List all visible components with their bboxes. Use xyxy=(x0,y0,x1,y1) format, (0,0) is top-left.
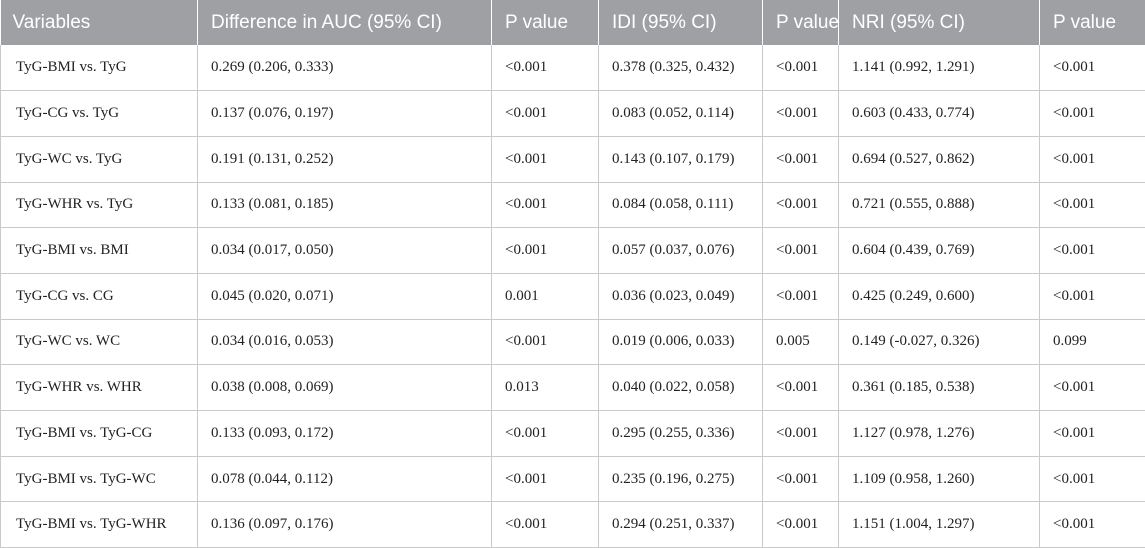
table-header: Variables Difference in AUC (95% CI) P v… xyxy=(0,0,1145,45)
cell-nri: 0.149 (-0.027, 0.326) xyxy=(838,319,1040,366)
cell-auc-p-value: <0.001 xyxy=(491,227,599,274)
cell-nri: 0.721 (0.555, 0.888) xyxy=(838,182,1040,229)
header-idi-p-value: P value xyxy=(762,0,839,45)
cell-idi-p-value: <0.001 xyxy=(762,273,839,320)
header-idi: IDI (95% CI) xyxy=(598,0,763,45)
cell-auc-difference: 0.191 (0.131, 0.252) xyxy=(197,136,492,183)
cell-nri-p-value: <0.001 xyxy=(1039,182,1145,229)
cell-nri-p-value: <0.001 xyxy=(1039,273,1145,320)
table-row: TyG-WHR vs. TyG 0.133 (0.081, 0.185) <0.00… xyxy=(0,182,1145,229)
cell-nri-p-value: <0.001 xyxy=(1039,410,1145,457)
cell-auc-p-value: <0.001 xyxy=(491,90,599,137)
cell-variables: TyG-CG vs. TyG xyxy=(0,90,198,137)
header-row: Variables Difference in AUC (95% CI) P v… xyxy=(0,0,1145,45)
cell-auc-difference: 0.133 (0.081, 0.185) xyxy=(197,182,492,229)
cell-auc-difference: 0.269 (0.206, 0.333) xyxy=(197,45,492,92)
cell-nri: 1.109 (0.958, 1.260) xyxy=(838,456,1040,503)
cell-nri-p-value: <0.001 xyxy=(1039,227,1145,274)
cell-nri: 0.603 (0.433, 0.774) xyxy=(838,90,1040,137)
table-row: TyG-BMI vs. TyG 0.269 (0.206, 0.333) <0.00… xyxy=(0,45,1145,92)
cell-idi: 0.083 (0.052, 0.114) xyxy=(598,90,763,137)
cell-nri-p-value: <0.001 xyxy=(1039,136,1145,183)
cell-idi: 0.057 (0.037, 0.076) xyxy=(598,227,763,274)
table-row: TyG-BMI vs. TyG-WHR 0.136 (0.097, 0.176) <… xyxy=(0,501,1145,548)
cell-idi-p-value: <0.001 xyxy=(762,410,839,457)
cell-idi-p-value: <0.001 xyxy=(762,364,839,411)
cell-variables: TyG-BMI vs. TyG xyxy=(0,45,198,92)
cell-auc-difference: 0.034 (0.017, 0.050) xyxy=(197,227,492,274)
cell-nri-p-value: <0.001 xyxy=(1039,456,1145,503)
cell-nri: 1.141 (0.992, 1.291) xyxy=(838,45,1040,92)
cell-auc-p-value: <0.001 xyxy=(491,319,599,366)
table-row: TyG-CG vs. CG 0.045 (0.020, 0.071) 0.001 0.… xyxy=(0,273,1145,320)
cell-idi: 0.040 (0.022, 0.058) xyxy=(598,364,763,411)
cell-auc-p-value: <0.001 xyxy=(491,410,599,457)
cell-variables: TyG-BMI vs. TyG-WC xyxy=(0,456,198,503)
table-row: TyG-BMI vs. TyG-CG 0.133 (0.093, 0.172) <0… xyxy=(0,410,1145,457)
cell-auc-difference: 0.137 (0.076, 0.197) xyxy=(197,90,492,137)
cell-auc-difference: 0.133 (0.093, 0.172) xyxy=(197,410,492,457)
cell-nri: 1.127 (0.978, 1.276) xyxy=(838,410,1040,457)
cell-nri: 1.151 (1.004, 1.297) xyxy=(838,501,1040,548)
cell-variables: TyG-BMI vs. BMI xyxy=(0,227,198,274)
header-nri-p-value: P value xyxy=(1039,0,1145,45)
cell-variables: TyG-CG vs. CG xyxy=(0,273,198,320)
cell-nri-p-value: 0.099 xyxy=(1039,319,1145,366)
cell-nri: 0.604 (0.439, 0.769) xyxy=(838,227,1040,274)
cell-idi: 0.084 (0.058, 0.111) xyxy=(598,182,763,229)
cell-idi: 0.235 (0.196, 0.275) xyxy=(598,456,763,503)
cell-idi: 0.294 (0.251, 0.337) xyxy=(598,501,763,548)
cell-auc-difference: 0.034 (0.016, 0.053) xyxy=(197,319,492,366)
cell-idi: 0.295 (0.255, 0.336) xyxy=(598,410,763,457)
cell-idi-p-value: <0.001 xyxy=(762,136,839,183)
cell-auc-p-value: <0.001 xyxy=(491,45,599,92)
cell-idi-p-value: <0.001 xyxy=(762,456,839,503)
table-row: TyG-WC vs. TyG 0.191 (0.131, 0.252) <0.001… xyxy=(0,136,1145,183)
cell-nri-p-value: <0.001 xyxy=(1039,90,1145,137)
cell-variables: TyG-BMI vs. TyG-WHR xyxy=(0,501,198,548)
cell-nri-p-value: <0.001 xyxy=(1039,45,1145,92)
cell-idi: 0.019 (0.006, 0.033) xyxy=(598,319,763,366)
cell-auc-p-value: <0.001 xyxy=(491,456,599,503)
cell-auc-p-value: 0.001 xyxy=(491,273,599,320)
header-auc-difference: Difference in AUC (95% CI) xyxy=(197,0,492,45)
cell-idi-p-value: <0.001 xyxy=(762,227,839,274)
cell-auc-difference: 0.045 (0.020, 0.071) xyxy=(197,273,492,320)
cell-nri: 0.694 (0.527, 0.862) xyxy=(838,136,1040,183)
cell-variables: TyG-WC vs. TyG xyxy=(0,136,198,183)
header-nri: NRI (95% CI) xyxy=(838,0,1040,45)
cell-auc-p-value: <0.001 xyxy=(491,501,599,548)
table-row: TyG-WC vs. WC 0.034 (0.016, 0.053) <0.001 0… xyxy=(0,319,1145,366)
cell-variables: TyG-WHR vs. TyG xyxy=(0,182,198,229)
cell-auc-difference: 0.078 (0.044, 0.112) xyxy=(197,456,492,503)
cell-idi: 0.036 (0.023, 0.049) xyxy=(598,273,763,320)
cell-auc-difference: 0.038 (0.008, 0.069) xyxy=(197,364,492,411)
cell-idi-p-value: 0.005 xyxy=(762,319,839,366)
table-row: TyG-BMI vs. BMI 0.034 (0.017, 0.050) <0.00… xyxy=(0,227,1145,274)
cell-nri: 0.425 (0.249, 0.600) xyxy=(838,273,1040,320)
cell-nri-p-value: <0.001 xyxy=(1039,501,1145,548)
cell-nri-p-value: <0.001 xyxy=(1039,364,1145,411)
header-auc-p-value: P value xyxy=(491,0,599,45)
cell-auc-difference: 0.136 (0.097, 0.176) xyxy=(197,501,492,548)
header-variables: Variables xyxy=(0,0,198,45)
cell-idi-p-value: <0.001 xyxy=(762,45,839,92)
table-row: TyG-BMI vs. TyG-WC 0.078 (0.044, 0.112) <0… xyxy=(0,456,1145,503)
cell-idi: 0.378 (0.325, 0.432) xyxy=(598,45,763,92)
table-body: TyG-BMI vs. TyG 0.269 (0.206, 0.333) <0.00… xyxy=(0,45,1145,548)
cell-auc-p-value: 0.013 xyxy=(491,364,599,411)
cell-idi-p-value: <0.001 xyxy=(762,501,839,548)
cell-nri: 0.361 (0.185, 0.538) xyxy=(838,364,1040,411)
cell-variables: TyG-WHR vs. WHR xyxy=(0,364,198,411)
cell-variables: TyG-WC vs. WC xyxy=(0,319,198,366)
cell-auc-p-value: <0.001 xyxy=(491,182,599,229)
table-row: TyG-CG vs. TyG 0.137 (0.076, 0.197) <0.001… xyxy=(0,90,1145,137)
cell-auc-p-value: <0.001 xyxy=(491,136,599,183)
table-row: TyG-WHR vs. WHR 0.038 (0.008, 0.069) 0.013… xyxy=(0,364,1145,411)
cell-idi-p-value: <0.001 xyxy=(762,90,839,137)
cell-variables: TyG-BMI vs. TyG-CG xyxy=(0,410,198,457)
cell-idi: 0.143 (0.107, 0.179) xyxy=(598,136,763,183)
cell-idi-p-value: <0.001 xyxy=(762,182,839,229)
